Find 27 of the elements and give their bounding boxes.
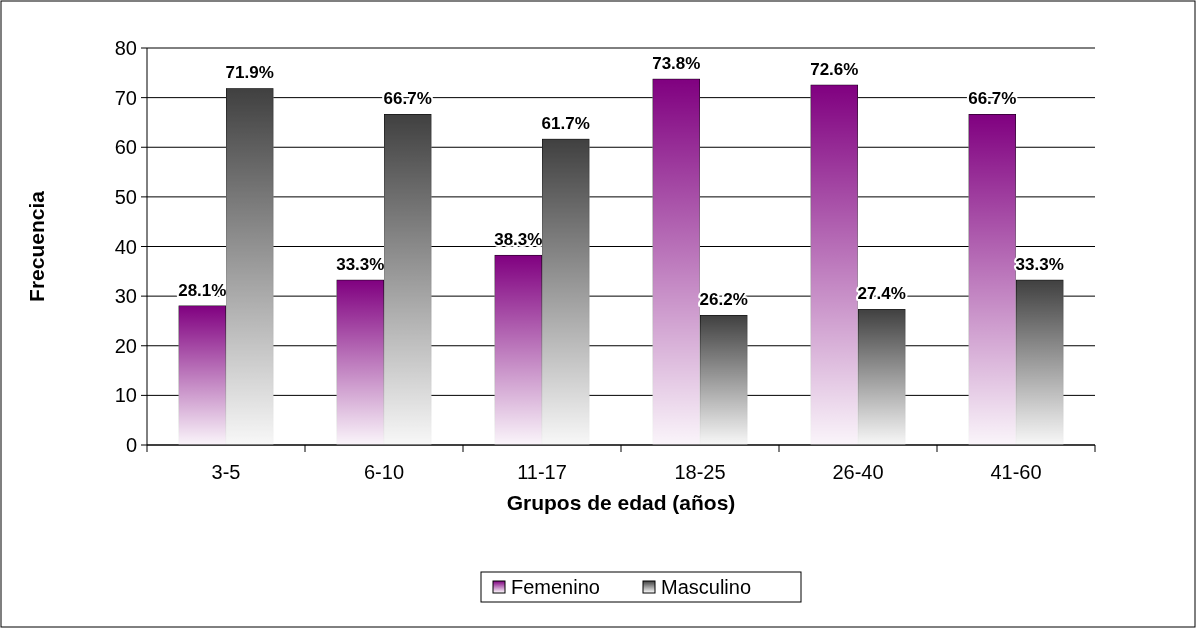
y-tick-label: 0 [125, 434, 137, 456]
y-tick-label: 10 [114, 384, 137, 407]
x-tick-label: 3-5 [211, 461, 241, 483]
data-label: 61.7% [541, 113, 590, 133]
y-tick-label: 60 [114, 136, 137, 159]
data-label: 28.1% [178, 280, 227, 300]
y-axis-title: Frecuencia [25, 190, 48, 302]
data-label: 73.8% [652, 53, 701, 73]
legend-label: Masculino [661, 576, 752, 598]
y-tick-label: 40 [114, 235, 137, 258]
data-label: 72.6% [810, 59, 859, 79]
x-tick-label: 26-40 [832, 461, 884, 483]
data-label: 71.9% [225, 63, 274, 83]
y-tick-label: 20 [114, 334, 137, 357]
y-tick-label: 50 [114, 185, 137, 208]
data-label: 38.3% [494, 229, 543, 249]
y-tick-label: 80 [114, 37, 137, 59]
y-tick-label: 70 [114, 86, 137, 109]
x-tick-label: 11-17 [517, 461, 567, 483]
x-tick-label: 6-10 [363, 461, 405, 483]
x-tick-label: 41-60 [990, 461, 1042, 483]
x-axis-title: Grupos de edad (años) [506, 491, 736, 514]
legend-label: Femenino [511, 576, 600, 598]
y-tick-label: 30 [114, 285, 137, 308]
data-label: 33.3% [1015, 254, 1064, 274]
data-label: 33.3% [336, 254, 385, 274]
x-tick-label: 18-25 [674, 461, 726, 483]
